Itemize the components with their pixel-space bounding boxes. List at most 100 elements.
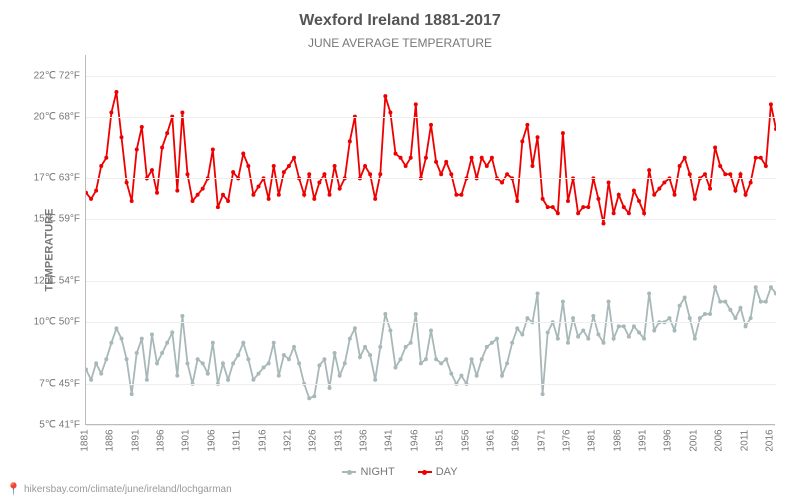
marker-day — [678, 164, 682, 168]
x-tick-label: 2001 — [688, 429, 699, 451]
marker-day — [180, 111, 184, 115]
marker-day — [246, 164, 250, 168]
marker-night — [586, 337, 590, 341]
marker-night — [246, 357, 250, 361]
marker-day — [328, 193, 332, 197]
marker-day — [744, 193, 748, 197]
marker-day — [99, 164, 103, 168]
marker-day — [348, 139, 352, 143]
series-line-day — [86, 92, 776, 224]
marker-day — [272, 164, 276, 168]
marker-night — [353, 326, 357, 330]
plot-area — [85, 55, 775, 425]
marker-day — [490, 156, 494, 160]
x-tick-label: 1926 — [308, 429, 319, 451]
marker-night — [89, 378, 93, 382]
gridline — [86, 281, 776, 282]
x-tick-label: 1906 — [206, 429, 217, 451]
marker-night — [348, 337, 352, 341]
marker-night — [759, 300, 763, 304]
marker-night — [444, 357, 448, 361]
y-tick-label: 12℃ 54°F — [0, 276, 80, 287]
marker-night — [698, 316, 702, 320]
marker-day — [201, 187, 205, 191]
marker-night — [180, 314, 184, 318]
marker-day — [267, 197, 271, 201]
marker-day — [774, 127, 776, 131]
marker-night — [373, 378, 377, 382]
x-tick-label: 1941 — [384, 429, 395, 451]
marker-night — [688, 316, 692, 320]
marker-night — [495, 337, 499, 341]
marker-night — [393, 365, 397, 369]
marker-night — [708, 312, 712, 316]
marker-day — [373, 197, 377, 201]
x-tick-label: 1901 — [181, 429, 192, 451]
marker-day — [642, 211, 646, 215]
x-tick-label: 2006 — [714, 429, 725, 451]
marker-day — [191, 199, 195, 203]
marker-day — [307, 172, 311, 176]
footer: 📍 hikersbay.com/climate/june/ireland/loc… — [6, 482, 232, 496]
marker-night — [383, 312, 387, 316]
marker-day — [718, 164, 722, 168]
marker-day — [500, 180, 504, 184]
marker-night — [617, 324, 621, 328]
marker-day — [211, 148, 215, 152]
gridline — [86, 76, 776, 77]
chart-svg — [86, 55, 776, 425]
marker-night — [343, 361, 347, 365]
marker-night — [388, 328, 392, 332]
marker-night — [135, 351, 139, 355]
marker-day — [764, 164, 768, 168]
marker-night — [622, 324, 626, 328]
marker-day — [333, 164, 337, 168]
x-tick-label: 1961 — [485, 429, 496, 451]
marker-day — [89, 197, 93, 201]
marker-night — [307, 396, 311, 400]
legend-night: NIGHT — [342, 466, 394, 478]
x-tick-label: 1886 — [105, 429, 116, 451]
marker-night — [160, 351, 164, 355]
marker-night — [378, 345, 382, 349]
marker-night — [165, 341, 169, 345]
footer-url: hikersbay.com/climate/june/ireland/lochg… — [24, 484, 232, 495]
marker-night — [673, 328, 677, 332]
marker-night — [262, 365, 266, 369]
marker-day — [693, 197, 697, 201]
marker-day — [429, 123, 433, 127]
marker-day — [231, 170, 235, 174]
marker-day — [439, 172, 443, 176]
marker-night — [571, 316, 575, 320]
marker-day — [292, 156, 296, 160]
marker-day — [388, 111, 392, 115]
marker-day — [216, 205, 220, 209]
marker-day — [530, 164, 534, 168]
marker-night — [769, 285, 773, 289]
marker-night — [317, 363, 321, 367]
marker-night — [459, 374, 463, 378]
marker-night — [155, 361, 159, 365]
marker-night — [251, 378, 255, 382]
marker-night — [449, 372, 453, 376]
marker-night — [292, 345, 296, 349]
marker-night — [749, 316, 753, 320]
marker-day — [317, 180, 321, 184]
marker-night — [104, 357, 108, 361]
marker-night — [693, 337, 697, 341]
x-tick-label: 1921 — [282, 429, 293, 451]
marker-night — [733, 316, 737, 320]
marker-day — [607, 180, 611, 184]
x-tick-label: 1916 — [257, 429, 268, 451]
marker-day — [104, 156, 108, 160]
marker-day — [114, 90, 118, 94]
y-tick-label: 10℃ 50°F — [0, 317, 80, 328]
y-tick-label: 20℃ 68°F — [0, 111, 80, 122]
marker-day — [632, 189, 636, 193]
marker-night — [185, 361, 189, 365]
marker-night — [627, 335, 631, 339]
x-tick-label: 1951 — [435, 429, 446, 451]
x-tick-label: 1896 — [156, 429, 167, 451]
marker-day — [733, 189, 737, 193]
marker-night — [607, 300, 611, 304]
